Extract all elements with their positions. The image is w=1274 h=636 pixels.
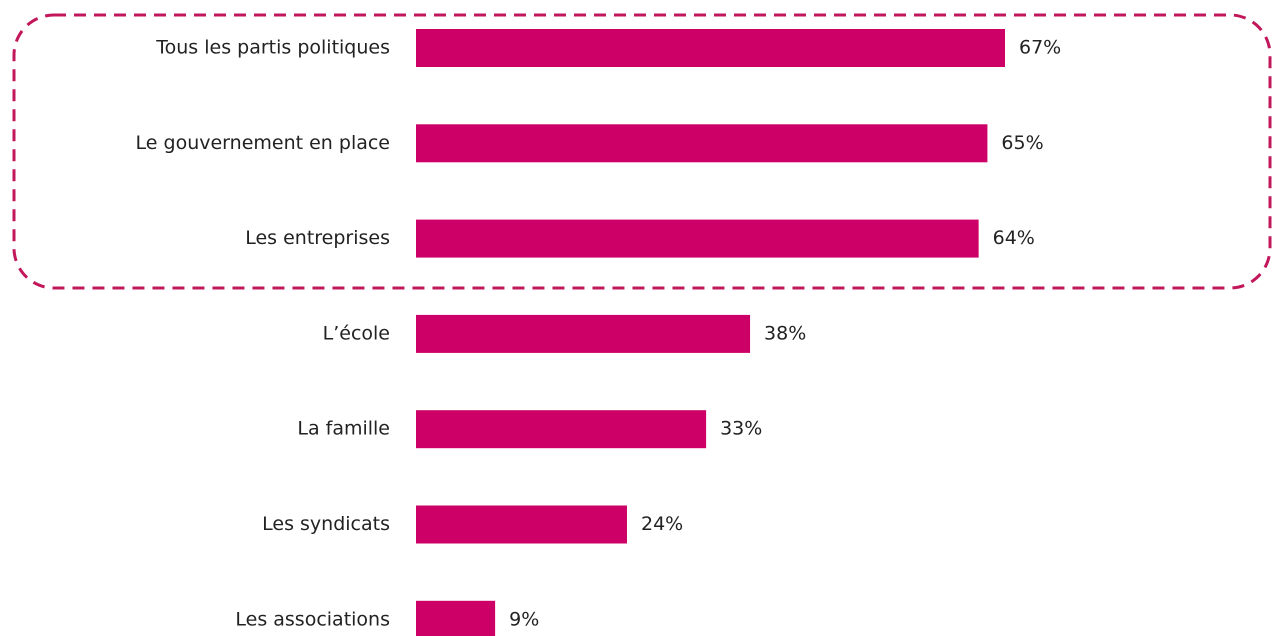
category-label: L’école: [323, 322, 390, 344]
value-label: 24%: [641, 513, 683, 535]
value-label: 9%: [509, 608, 539, 630]
bar: [416, 410, 707, 449]
bar: [416, 124, 988, 163]
category-label: Les associations: [235, 608, 390, 630]
category-label: Le gouvernement en place: [136, 132, 390, 154]
bar: [416, 29, 1005, 67]
value-label: 65%: [1001, 132, 1043, 154]
category-label: Les syndicats: [262, 513, 390, 535]
bar: [416, 505, 627, 544]
value-label: 38%: [764, 322, 806, 344]
value-label: 67%: [1019, 37, 1061, 59]
value-label: 33%: [720, 418, 762, 440]
bar: [416, 314, 751, 353]
highlight-box: [12, 13, 1272, 290]
category-label: Les entreprises: [245, 227, 390, 249]
category-label: La famille: [297, 418, 390, 440]
bar: [416, 219, 979, 258]
category-label: Tous les partis politiques: [155, 37, 390, 59]
value-label: 64%: [993, 227, 1035, 249]
bar: [416, 600, 496, 636]
